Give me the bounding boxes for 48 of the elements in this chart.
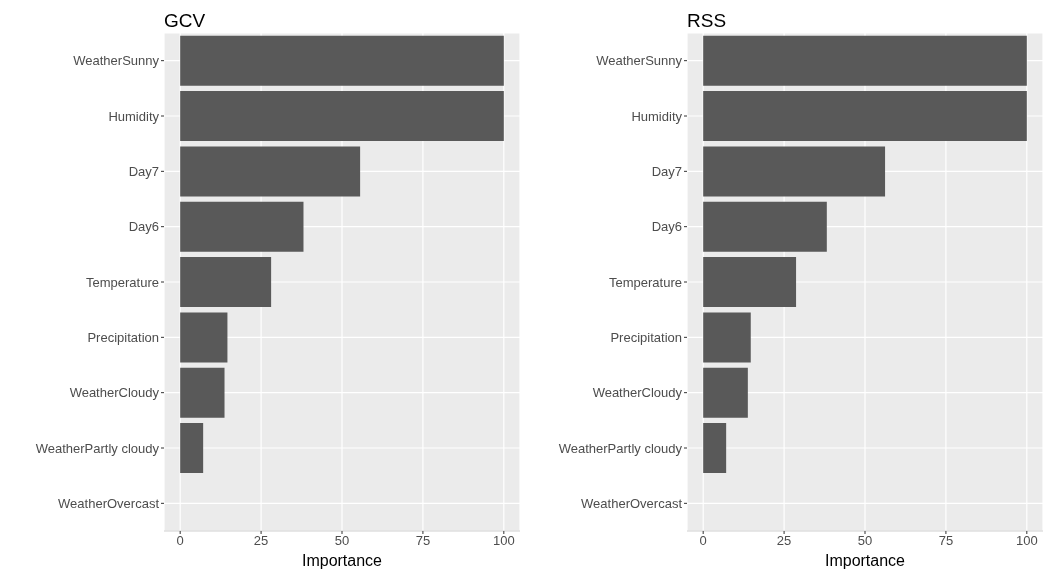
bar	[180, 91, 504, 142]
bar	[703, 91, 1027, 142]
y-tick-label: Humidity	[108, 108, 160, 124]
chart-title: RSS	[687, 10, 727, 32]
y-tick-label: Day7	[651, 163, 682, 179]
x-tick-label: 25	[776, 533, 792, 549]
y-tick-label: Precipitation	[87, 329, 159, 345]
y-tick-label: Day7	[128, 163, 159, 179]
y-tick-label: Day6	[128, 219, 159, 235]
bar	[703, 312, 751, 363]
y-tick-label: WeatherCloudy	[69, 385, 160, 401]
bar	[180, 423, 204, 474]
x-tick-label: 25	[253, 533, 269, 549]
y-tick-label: WeatherPartly cloudy	[558, 440, 683, 456]
bar	[703, 35, 1027, 86]
bar	[703, 257, 797, 308]
x-tick-label: 100	[492, 533, 515, 549]
x-tick-label: 75	[938, 533, 954, 549]
y-tick-label: Temperature	[86, 274, 159, 290]
y-tick-label: WeatherSunny	[596, 53, 683, 69]
bar	[703, 201, 827, 252]
x-tick-label: 50	[857, 533, 873, 549]
y-tick-label: WeatherOvercast	[581, 495, 683, 511]
y-tick-label: Humidity	[631, 108, 683, 124]
bar	[180, 367, 225, 418]
bar	[180, 312, 228, 363]
y-tick-label: WeatherOvercast	[58, 495, 160, 511]
x-tick-label: 50	[334, 533, 350, 549]
x-tick-label: 75	[415, 533, 431, 549]
bar	[180, 35, 504, 86]
x-axis-title: Importance	[300, 552, 383, 570]
x-tick-label: 0	[176, 533, 184, 549]
x-axis-title: Importance	[823, 552, 906, 570]
bar	[703, 423, 727, 474]
y-tick-label: WeatherCloudy	[592, 385, 683, 401]
y-tick-label: Temperature	[609, 274, 682, 290]
bar	[180, 257, 272, 308]
y-tick-label: WeatherPartly cloudy	[35, 440, 160, 456]
bar	[180, 201, 304, 252]
y-tick-label: WeatherSunny	[73, 53, 160, 69]
y-tick-label: Day6	[651, 219, 682, 235]
bar	[703, 146, 886, 197]
chart-title: GCV	[164, 10, 206, 32]
x-tick-label: 100	[1015, 533, 1038, 549]
x-tick-label: 0	[699, 533, 707, 549]
y-tick-label: Precipitation	[610, 329, 682, 345]
bar	[180, 146, 361, 197]
bar	[703, 367, 748, 418]
